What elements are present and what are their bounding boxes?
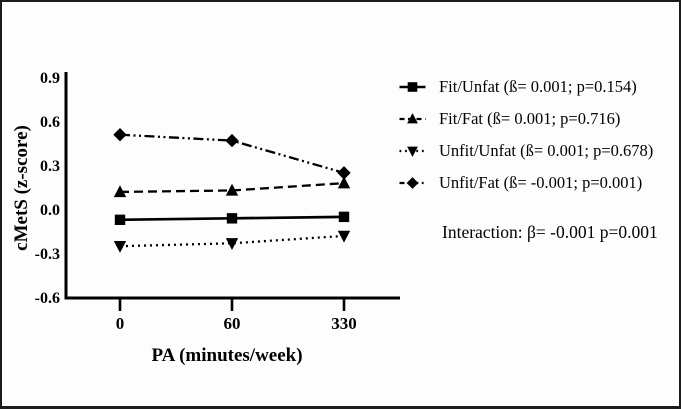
legend: Fit/Unfat (ß= 0.001; p=0.154) Fit/Fat (ß=… bbox=[399, 76, 653, 204]
series-fit-fat bbox=[113, 176, 351, 198]
y-axis-title: cMetS (z-score) bbox=[11, 125, 32, 251]
legend-key-triangle-down-icon bbox=[399, 146, 426, 157]
series-unfit-fat bbox=[113, 128, 351, 180]
y-tick-label: 0.9 bbox=[40, 69, 60, 87]
x-tick-label: 0 bbox=[115, 314, 125, 333]
legend-label: Fit/Unfat (ß= 0.001; p=0.154) bbox=[439, 76, 637, 96]
triangle-up-marker-icon bbox=[407, 112, 418, 123]
y-tick-label: 0.0 bbox=[40, 202, 60, 219]
square-marker-icon bbox=[407, 81, 418, 92]
legend-item-unfit-unfat: Unfit/Unfat (ß= 0.001; p=0.678) bbox=[399, 140, 653, 161]
interaction-annotation: Interaction: β= -0.001 p=0.001 bbox=[442, 222, 658, 242]
square-marker-icon bbox=[338, 211, 350, 223]
legend-key-diamond-icon bbox=[399, 176, 426, 189]
diamond-marker-icon bbox=[337, 166, 351, 180]
triangle-down-marker-icon bbox=[337, 230, 351, 243]
x-tick-label: 60 bbox=[223, 314, 241, 333]
triangle-up-marker-icon bbox=[337, 176, 351, 189]
legend-item-fit-unfat: Fit/Unfat (ß= 0.001; p=0.154) bbox=[399, 76, 653, 97]
legend-key-square-icon bbox=[399, 81, 426, 92]
legend-item-fit-fat: Fit/Fat (ß= 0.001; p=0.716) bbox=[399, 108, 653, 129]
series-line bbox=[119, 234, 345, 248]
y-tick-label: 0.3 bbox=[40, 157, 60, 175]
legend-item-unfit-fat: Unfit/Fat (ß= -0.001; p=0.001) bbox=[399, 172, 653, 193]
legend-key-triangle-up-icon bbox=[399, 112, 426, 123]
square-marker-icon bbox=[114, 214, 126, 226]
legend-label: Unfit/Unfat (ß= 0.001; p=0.678) bbox=[439, 140, 654, 160]
y-tick-label: -0.3 bbox=[34, 246, 60, 263]
diamond-marker-icon bbox=[225, 133, 239, 148]
triangle-up-marker-icon bbox=[225, 183, 239, 196]
series-fit-unfat bbox=[114, 211, 350, 226]
triangle-down-marker-icon bbox=[407, 146, 418, 157]
triangle-down-marker-icon bbox=[113, 241, 127, 253]
x-axis-title: PA (minutes/week) bbox=[151, 345, 303, 366]
square-marker-icon bbox=[226, 213, 238, 224]
y-tick-label: 0.6 bbox=[40, 113, 60, 131]
diamond-marker-icon bbox=[113, 128, 127, 142]
x-tick-label: 330 bbox=[331, 314, 357, 333]
legend-label: Unfit/Fat (ß= -0.001; p=0.001) bbox=[439, 172, 643, 192]
legend-label: Fit/Fat (ß= 0.001; p=0.716) bbox=[439, 108, 621, 128]
y-tick-label: -0.6 bbox=[34, 290, 60, 307]
triangle-down-marker-icon bbox=[225, 238, 239, 250]
triangle-up-marker-icon bbox=[113, 185, 127, 198]
diamond-marker-icon bbox=[406, 176, 419, 189]
series-unfit-unfat bbox=[113, 230, 351, 253]
